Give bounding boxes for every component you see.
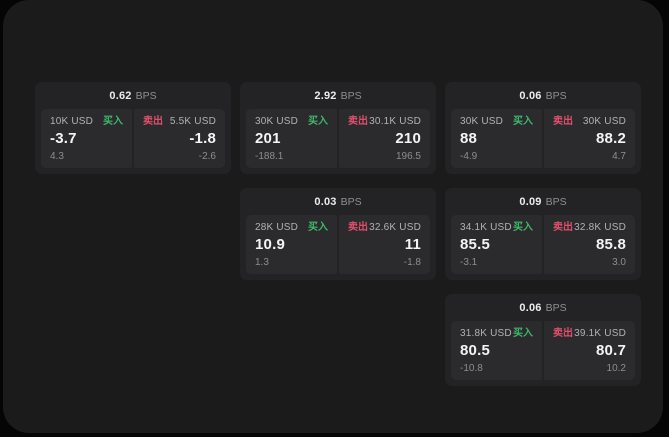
buy-price: 80.5: [460, 342, 490, 359]
card-header: 2.92 BPS: [246, 87, 430, 105]
buy-side-label: 买入: [308, 222, 328, 233]
buy-side-label: 买入: [513, 116, 533, 127]
sell-price: -1.8: [189, 130, 216, 147]
sell-price: 88.2: [596, 130, 626, 147]
buy-side-label: 买入: [308, 116, 328, 127]
buy-price: 10.9: [255, 236, 285, 253]
sell-size-label: 32.6K USD: [369, 222, 421, 233]
bps-value: 0.06: [519, 302, 542, 314]
sell-tile[interactable]: 卖出 32.8K USD 85.8 3.0: [544, 215, 635, 274]
sell-sub-value: 4.7: [612, 151, 626, 162]
buy-sub-value: -10.8: [460, 363, 483, 374]
card-header: 0.03 BPS: [246, 193, 430, 211]
sell-sub-value: 3.0: [612, 257, 626, 268]
card-header: 0.06 BPS: [451, 87, 635, 105]
bps-value: 0.62: [109, 90, 132, 102]
quote-cards-grid: 0.62 BPS 10K USD 买入 -3.7 4.3 卖出 5.5K USD…: [35, 82, 641, 386]
sell-price: 210: [395, 130, 421, 147]
buy-sub-value: -4.9: [460, 151, 478, 162]
buy-tile[interactable]: 30K USD 买入 201 -188.1: [246, 109, 337, 168]
sell-tile[interactable]: 卖出 32.6K USD 11 -1.8: [339, 215, 430, 274]
buy-price: -3.7: [50, 130, 77, 147]
buy-side-label: 买入: [513, 222, 533, 233]
sell-price: 85.8: [596, 236, 626, 253]
quote-card: 2.92 BPS 30K USD 买入 201 -188.1 卖出 30.1K …: [240, 82, 436, 174]
sell-side-label: 卖出: [553, 328, 573, 339]
card-header: 0.62 BPS: [41, 87, 225, 105]
quote-tiles: 10K USD 买入 -3.7 4.3 卖出 5.5K USD -1.8 -2.…: [41, 109, 225, 168]
bps-unit-label: BPS: [545, 302, 567, 314]
bps-value: 0.09: [519, 196, 542, 208]
sell-size-label: 32.8K USD: [574, 222, 626, 233]
buy-size-label: 28K USD: [255, 222, 299, 233]
buy-tile[interactable]: 34.1K USD 买入 85.5 -3.1: [451, 215, 542, 274]
quote-tiles: 34.1K USD 买入 85.5 -3.1 卖出 32.8K USD 85.8…: [451, 215, 635, 274]
bps-unit-label: BPS: [545, 196, 567, 208]
bps-value: 0.06: [519, 90, 542, 102]
buy-size-label: 30K USD: [255, 116, 299, 127]
sell-size-label: 5.5K USD: [169, 116, 216, 127]
sell-size-label: 30K USD: [582, 116, 626, 127]
buy-sub-value: 1.3: [255, 257, 269, 268]
sell-side-label: 卖出: [553, 222, 573, 233]
quote-card: 0.06 BPS 31.8K USD 买入 80.5 -10.8 卖出 39.1…: [445, 294, 641, 386]
buy-price: 201: [255, 130, 281, 147]
sell-side-label: 卖出: [143, 116, 163, 127]
buy-sub-value: -188.1: [255, 151, 284, 162]
sell-tile[interactable]: 卖出 30.1K USD 210 196.5: [339, 109, 430, 168]
buy-size-label: 10K USD: [50, 116, 94, 127]
quote-tiles: 31.8K USD 买入 80.5 -10.8 卖出 39.1K USD 80.…: [451, 321, 635, 380]
sell-sub-value: -2.6: [198, 151, 216, 162]
buy-price: 85.5: [460, 236, 490, 253]
buy-sub-value: -3.1: [460, 257, 478, 268]
buy-size-label: 34.1K USD: [460, 222, 512, 233]
bps-value: 2.92: [314, 90, 337, 102]
buy-side-label: 买入: [103, 116, 123, 127]
card-header: 0.09 BPS: [451, 193, 635, 211]
quote-card: 0.09 BPS 34.1K USD 买入 85.5 -3.1 卖出 32.8K…: [445, 188, 641, 280]
sell-price: 80.7: [596, 342, 626, 359]
sell-size-label: 30.1K USD: [369, 116, 421, 127]
quote-tiles: 30K USD 买入 201 -188.1 卖出 30.1K USD 210 1…: [246, 109, 430, 168]
buy-sub-value: 4.3: [50, 151, 64, 162]
buy-tile[interactable]: 28K USD 买入 10.9 1.3: [246, 215, 337, 274]
buy-price: 88: [460, 130, 478, 147]
buy-tile[interactable]: 30K USD 买入 88 -4.9: [451, 109, 542, 168]
quote-tiles: 28K USD 买入 10.9 1.3 卖出 32.6K USD 11 -1.8: [246, 215, 430, 274]
buy-size-label: 30K USD: [460, 116, 504, 127]
bps-unit-label: BPS: [340, 196, 362, 208]
sell-tile[interactable]: 卖出 39.1K USD 80.7 10.2: [544, 321, 635, 380]
quote-tiles: 30K USD 买入 88 -4.9 卖出 30K USD 88.2 4.7: [451, 109, 635, 168]
bps-unit-label: BPS: [340, 90, 362, 102]
sell-side-label: 卖出: [553, 116, 573, 127]
sell-tile[interactable]: 卖出 30K USD 88.2 4.7: [544, 109, 635, 168]
sell-sub-value: 196.5: [395, 151, 421, 162]
buy-size-label: 31.8K USD: [460, 328, 512, 339]
sell-size-label: 39.1K USD: [574, 328, 626, 339]
bps-unit-label: BPS: [545, 90, 567, 102]
quote-card: 0.62 BPS 10K USD 买入 -3.7 4.3 卖出 5.5K USD…: [35, 82, 231, 174]
bps-unit-label: BPS: [135, 90, 157, 102]
quote-card: 0.03 BPS 28K USD 买入 10.9 1.3 卖出 32.6K US…: [240, 188, 436, 280]
sell-sub-value: -1.8: [403, 257, 421, 268]
buy-side-label: 买入: [513, 328, 533, 339]
sell-side-label: 卖出: [348, 116, 368, 127]
sell-tile[interactable]: 卖出 5.5K USD -1.8 -2.6: [134, 109, 225, 168]
sell-price: 11: [404, 236, 421, 253]
sell-side-label: 卖出: [348, 222, 368, 233]
sell-sub-value: 10.2: [606, 363, 626, 374]
quote-card: 0.06 BPS 30K USD 买入 88 -4.9 卖出 30K USD 8…: [445, 82, 641, 174]
buy-tile[interactable]: 10K USD 买入 -3.7 4.3: [41, 109, 132, 168]
bps-value: 0.03: [314, 196, 337, 208]
card-header: 0.06 BPS: [451, 299, 635, 317]
buy-tile[interactable]: 31.8K USD 买入 80.5 -10.8: [451, 321, 542, 380]
